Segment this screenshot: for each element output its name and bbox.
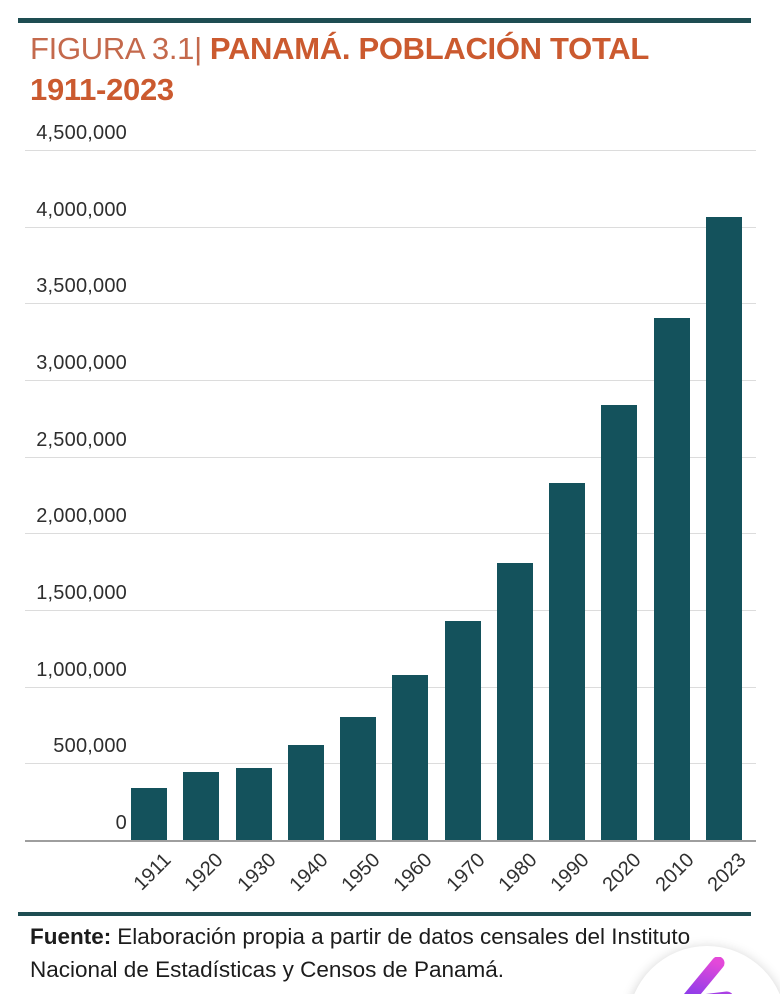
bar-1911	[131, 788, 167, 840]
source-text: Elaboración propia a partir de datos cen…	[30, 924, 691, 982]
y-tick-label: 4,000,000	[36, 198, 127, 221]
x-tick-label: 1930	[233, 849, 281, 897]
bar-1970	[444, 621, 481, 840]
y-tick-label: 0	[115, 812, 127, 834]
y-tick-label: 3,000,000	[36, 352, 127, 374]
figure-number: FIGURA 3.1|	[30, 31, 202, 66]
x-tick-label: 2010	[651, 849, 699, 897]
x-tick-label: 1960	[389, 849, 437, 897]
x-axis-line	[25, 840, 756, 842]
bar-1980	[496, 563, 533, 840]
bar-1950	[340, 716, 377, 840]
top-divider	[18, 18, 751, 23]
bar-2023	[706, 216, 742, 840]
y-tick-label: 2,000,000	[36, 505, 127, 528]
gridline	[25, 533, 756, 535]
gridline	[25, 226, 756, 228]
gridline	[25, 763, 756, 765]
bar-1930	[235, 768, 272, 840]
footer-divider	[18, 912, 751, 916]
bar-2020	[601, 404, 638, 840]
x-tick-label: 1911	[129, 849, 176, 895]
bar-1990	[549, 482, 586, 840]
gridline	[25, 303, 756, 305]
y-tick-label: 4,500,000	[36, 122, 127, 144]
source-label: Fuente:	[30, 924, 112, 949]
y-tick-label: 1,500,000	[36, 582, 127, 604]
gridline	[25, 380, 756, 381]
bar-1940	[287, 744, 324, 840]
x-tick-label: 2020	[598, 849, 646, 897]
gridline	[25, 686, 756, 688]
x-tick-label: 1920	[180, 849, 228, 897]
bar-1960	[392, 675, 429, 840]
y-tick-label: 500,000	[53, 735, 127, 758]
figure-title-years: 1911-2023	[30, 72, 174, 107]
figure-title: FIGURA 3.1| PANAMÁ. POBLACIÓN TOTAL 1911-2…	[30, 28, 649, 110]
x-tick-label: 1940	[285, 849, 333, 897]
source-note: Fuente: Elaboración propia a partir de da…	[30, 920, 730, 986]
figure-title-text: PANAMÁ. POBLACIÓN TOTAL	[209, 31, 650, 66]
x-tick-label: 1950	[337, 849, 385, 897]
y-tick-label: 1,000,000	[36, 658, 127, 681]
y-tick-label: 3,500,000	[36, 275, 127, 298]
gridline	[25, 456, 756, 458]
gridline	[25, 610, 756, 611]
assistant-logo-icon	[683, 957, 733, 994]
bar-1920	[183, 771, 220, 840]
x-tick-label: 1980	[494, 849, 542, 897]
bar-2010	[653, 317, 690, 840]
x-tick-label: 2023	[703, 849, 751, 897]
x-tick-label: 1990	[546, 849, 594, 897]
gridline	[25, 150, 756, 151]
x-tick-label: 1970	[442, 849, 490, 897]
y-tick-label: 2,500,000	[36, 428, 127, 451]
